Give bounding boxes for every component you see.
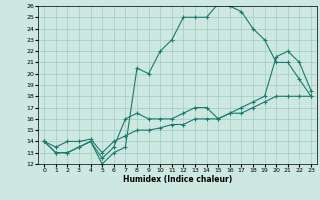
X-axis label: Humidex (Indice chaleur): Humidex (Indice chaleur) bbox=[123, 175, 232, 184]
